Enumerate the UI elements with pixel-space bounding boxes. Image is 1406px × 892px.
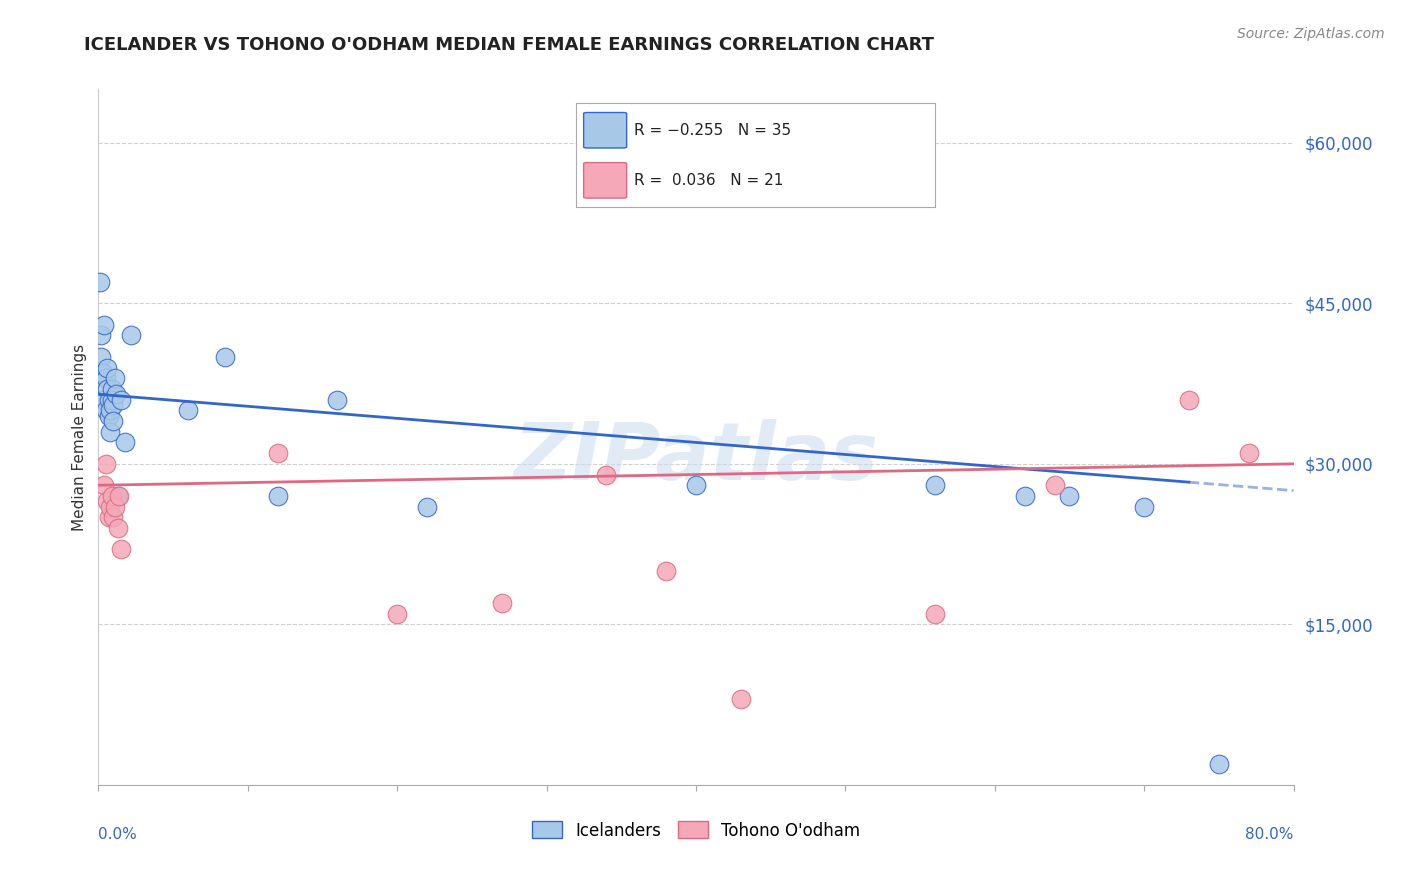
Point: [96, 360, 118, 375]
Point: [90, 328, 112, 343]
Point: [90, 350, 112, 364]
Point: [97, 510, 120, 524]
Point: [105, 387, 128, 401]
Text: ZIPatlas: ZIPatlas: [513, 419, 879, 497]
Point: [94, 457, 117, 471]
Point: [267, 489, 290, 503]
Point: [1014, 489, 1036, 503]
Point: [96, 494, 118, 508]
Point: [685, 478, 707, 492]
Text: Source: ZipAtlas.com: Source: ZipAtlas.com: [1237, 27, 1385, 41]
Point: [97, 409, 120, 423]
Y-axis label: Median Female Earnings: Median Female Earnings: [72, 343, 87, 531]
Point: [93, 318, 115, 332]
Point: [93, 478, 115, 492]
Point: [101, 489, 124, 503]
Point: [416, 500, 439, 514]
Point: [104, 371, 127, 385]
Point: [108, 489, 131, 503]
Point: [94, 371, 117, 385]
Point: [104, 500, 127, 514]
Legend: Icelanders, Tohono O'odham: Icelanders, Tohono O'odham: [524, 814, 868, 847]
Point: [114, 435, 136, 450]
Point: [94, 403, 117, 417]
Point: [103, 510, 125, 524]
Point: [326, 392, 349, 407]
Point: [96, 382, 118, 396]
Point: [97, 392, 120, 407]
Point: [98, 425, 122, 439]
Point: [655, 564, 678, 578]
Point: [98, 500, 122, 514]
Point: [1237, 446, 1260, 460]
Point: [1208, 756, 1230, 771]
Point: [1059, 489, 1081, 503]
Point: [924, 478, 946, 492]
Text: 0.0%: 0.0%: [98, 827, 138, 842]
Point: [267, 446, 290, 460]
Point: [1178, 392, 1201, 407]
Point: [177, 403, 200, 417]
Point: [1133, 500, 1156, 514]
Point: [103, 398, 125, 412]
Text: ICELANDER VS TOHONO O'ODHAM MEDIAN FEMALE EARNINGS CORRELATION CHART: ICELANDER VS TOHONO O'ODHAM MEDIAN FEMAL…: [84, 36, 935, 54]
Point: [120, 328, 142, 343]
Point: [595, 467, 617, 482]
Point: [91, 366, 114, 380]
Point: [107, 521, 129, 535]
Point: [491, 596, 513, 610]
Text: 80.0%: 80.0%: [1246, 827, 1294, 842]
Point: [91, 392, 114, 407]
Point: [107, 489, 129, 503]
Point: [101, 382, 124, 396]
Point: [103, 414, 125, 428]
Point: [385, 607, 409, 621]
Point: [89, 275, 111, 289]
Point: [110, 542, 132, 557]
Point: [730, 692, 752, 706]
Point: [214, 350, 236, 364]
Point: [110, 392, 132, 407]
Point: [98, 403, 122, 417]
Point: [1043, 478, 1066, 492]
Point: [924, 607, 946, 621]
Point: [101, 392, 124, 407]
